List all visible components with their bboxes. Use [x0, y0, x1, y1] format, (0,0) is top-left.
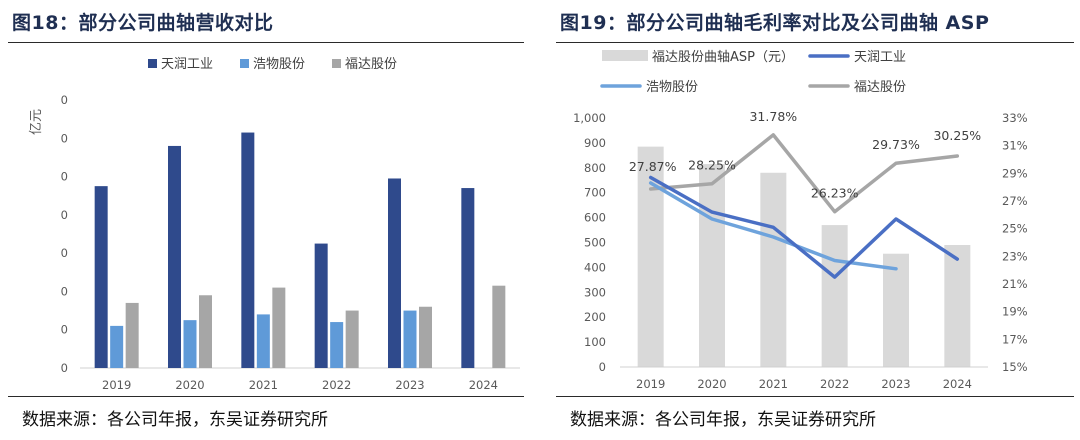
bar	[110, 325, 124, 368]
margin-asp-chart-panel: 图19：部分公司曲轴毛利率对比及公司曲轴 ASP 福达股份曲轴ASP（元） 天润工…	[548, 0, 1080, 440]
series-line	[648, 133, 960, 214]
legend-swatch	[332, 59, 341, 68]
legend-swatch	[148, 59, 157, 68]
legend-label: 福达股份	[854, 80, 906, 95]
y-left-tick-label: 600	[584, 211, 606, 225]
x-tick-label: 2024	[469, 378, 498, 392]
revenue-chart-panel: 图18：部分公司曲轴营收对比 天润工业 浩物股份 福达股份亿元 0 0 0 0 0 0 0 0 201…	[0, 0, 530, 440]
bar	[821, 225, 848, 367]
bar	[419, 306, 432, 368]
y-tick-label: 0	[61, 246, 68, 260]
title-rule	[8, 42, 524, 43]
series-line	[648, 181, 898, 271]
x-tick-label: 2020	[697, 377, 726, 391]
y-tick-label: 0	[61, 208, 68, 222]
y-right-tick-label: 33%	[1002, 111, 1028, 125]
x-tick-label: 2023	[881, 377, 910, 391]
series-line	[648, 175, 960, 279]
chart-title: 图19：部分公司曲轴毛利率对比及公司曲轴 ASP	[560, 12, 990, 34]
bar	[94, 186, 108, 368]
bar	[492, 285, 506, 368]
bar	[699, 164, 725, 367]
data-label: 27.87%	[629, 159, 677, 174]
x-tick-label: 2021	[249, 378, 278, 392]
data-label: 31.78%	[749, 109, 797, 124]
data-label: 26.23%	[811, 186, 859, 201]
legend-label: 浩物股份	[646, 80, 698, 95]
y-left-tick-label: 300	[584, 285, 606, 299]
y-axis-label: 亿元	[29, 109, 44, 135]
data-label: 30.25%	[933, 128, 981, 143]
y-left-tick-label: 500	[584, 236, 606, 250]
y-right-tick-label: 15%	[1002, 360, 1028, 374]
y-left-tick-label: 900	[584, 136, 606, 150]
bar	[403, 310, 417, 368]
bar	[241, 132, 255, 368]
y-tick-label: 0	[61, 93, 68, 107]
y-left-tick-label: 400	[584, 260, 606, 274]
source-note: 数据来源：各公司年报，东吴证券研究所	[22, 410, 328, 430]
bar	[168, 145, 181, 368]
bar	[314, 243, 328, 368]
bar	[272, 287, 286, 368]
y-tick-label: 0	[61, 131, 68, 145]
legend-label: 福达股份曲轴ASP（元）	[652, 50, 794, 65]
data-label: 28.25%	[688, 158, 736, 173]
bar	[256, 314, 270, 368]
legend-label: 天润工业	[854, 50, 906, 65]
bar	[461, 188, 475, 368]
y-left-tick-label: 800	[584, 161, 606, 175]
bar	[199, 295, 212, 368]
y-left-tick-label: 200	[584, 310, 606, 324]
x-tick-label: 2022	[322, 378, 351, 392]
x-tick-label: 2023	[395, 378, 424, 392]
y-right-tick-label: 21%	[1002, 277, 1028, 291]
bar	[125, 302, 139, 368]
y-right-tick-label: 17%	[1002, 332, 1028, 346]
legend-label: 天润工业	[161, 57, 213, 72]
y-tick-label: 0	[61, 284, 68, 298]
data-label: 29.73%	[872, 137, 920, 152]
bar	[637, 146, 664, 367]
bar	[183, 320, 197, 368]
legend-swatch	[240, 59, 249, 68]
footer-rule	[8, 396, 524, 397]
bar	[345, 310, 359, 368]
y-tick-label: 0	[61, 323, 68, 337]
legend-label: 福达股份	[345, 57, 397, 72]
bar	[388, 178, 401, 368]
y-right-tick-label: 23%	[1002, 249, 1028, 263]
x-tick-label: 2024	[943, 377, 972, 391]
footer-rule	[556, 396, 1074, 397]
y-right-tick-label: 19%	[1002, 305, 1028, 319]
y-right-tick-label: 29%	[1002, 166, 1028, 180]
y-left-tick-label: 1,000	[573, 111, 606, 125]
x-tick-label: 2019	[636, 377, 665, 391]
y-left-tick-label: 700	[584, 186, 606, 200]
title-rule	[556, 42, 1074, 43]
source-note: 数据来源：各公司年报，东吴证券研究所	[570, 410, 876, 430]
legend-label: 浩物股份	[253, 57, 305, 72]
y-tick-label: 0	[61, 361, 68, 375]
y-tick-label: 0	[61, 170, 68, 184]
x-tick-label: 2019	[102, 378, 131, 392]
chart-title: 图18：部分公司曲轴营收对比	[12, 12, 274, 34]
bar	[944, 244, 971, 367]
y-right-tick-label: 27%	[1002, 194, 1028, 208]
bar	[330, 322, 344, 368]
bar	[760, 172, 787, 367]
x-tick-label: 2022	[820, 377, 849, 391]
x-tick-label: 2020	[175, 378, 204, 392]
y-left-tick-label: 100	[584, 335, 606, 349]
y-right-tick-label: 31%	[1002, 139, 1028, 153]
y-left-tick-label: 0	[599, 360, 606, 374]
bar	[883, 253, 909, 367]
legend-swatch	[602, 50, 648, 61]
x-tick-label: 2021	[759, 377, 788, 391]
y-right-tick-label: 25%	[1002, 222, 1028, 236]
